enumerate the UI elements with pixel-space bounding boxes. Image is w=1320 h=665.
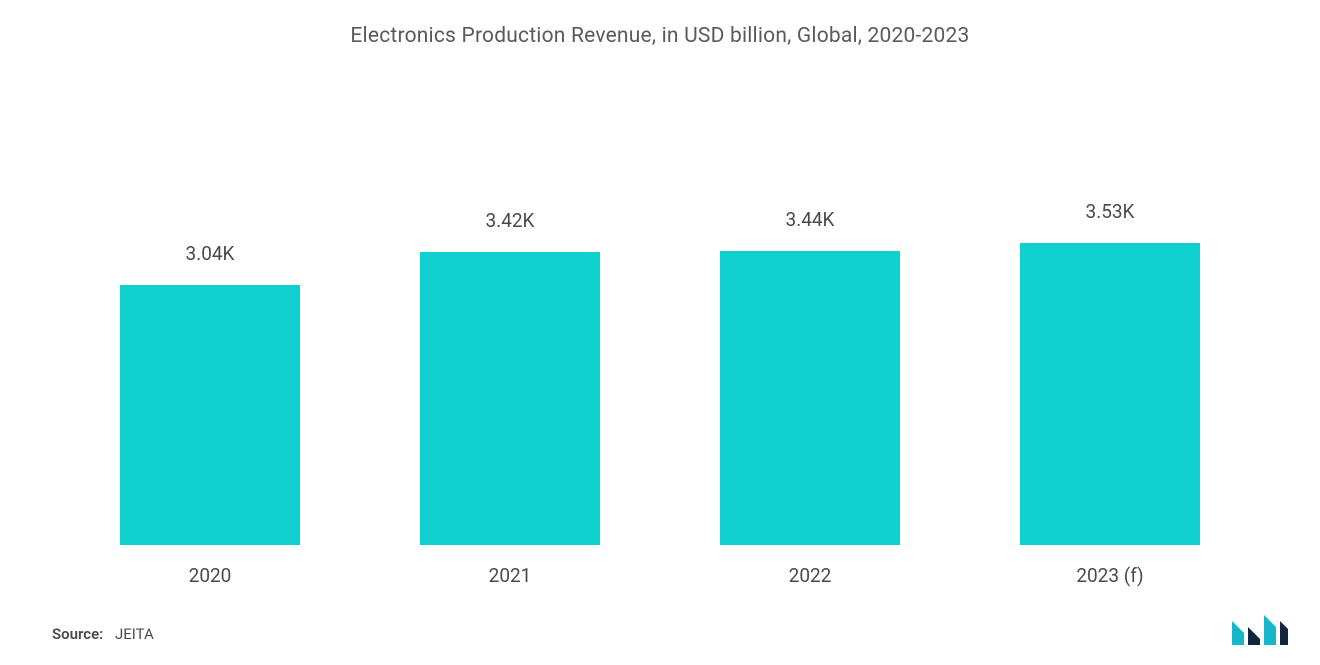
chart-container: Electronics Production Revenue, in USD b… [0,0,1320,665]
bar [720,251,900,545]
bar [120,285,300,545]
x-tick-label: 2020 [105,564,315,587]
source-value: JEITA [115,625,154,643]
bar-group: 3.42K [405,209,615,545]
chart-title: Electronics Production Revenue, in USD b… [0,0,1320,48]
bar-value-label: 3.44K [786,208,835,231]
x-tick-label: 2021 [405,564,615,587]
brand-logo-icon [1230,611,1290,647]
plot-area: 3.04K 3.42K 3.44K 3.53K [60,100,1260,545]
x-tick-label: 2022 [705,564,915,587]
bar-group: 3.44K [705,208,915,545]
source-attribution: Source: JEITA [52,625,154,643]
bar-group: 3.53K [1005,200,1215,545]
bar [420,252,600,545]
bar-value-label: 3.04K [186,242,235,265]
x-axis: 2020 2021 2022 2023 (f) [60,564,1260,587]
x-tick-label: 2023 (f) [1005,564,1215,587]
bar-value-label: 3.42K [486,209,535,232]
bar [1020,243,1200,545]
bar-value-label: 3.53K [1086,200,1135,223]
source-label: Source: [52,625,103,643]
bar-group: 3.04K [105,242,315,545]
